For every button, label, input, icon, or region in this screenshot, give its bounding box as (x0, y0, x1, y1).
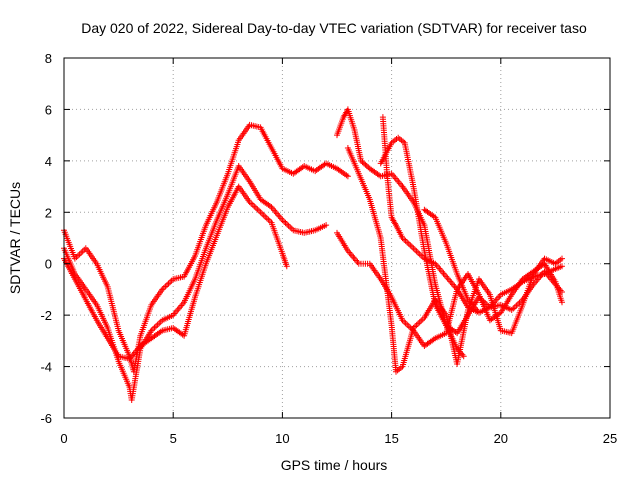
series-track-c (61, 183, 290, 362)
plus-markers (61, 183, 290, 362)
y-tick-label: -4 (40, 360, 52, 375)
y-tick-label: 0 (45, 257, 52, 272)
series-track-g (377, 134, 467, 360)
y-tick-label: 4 (45, 154, 52, 169)
y-tick-label: 2 (45, 205, 52, 220)
series-track-h (379, 114, 482, 316)
series-track-d (334, 106, 565, 337)
x-tick-labels: 0 5 10 15 20 25 (60, 431, 617, 446)
y-tick-label: 6 (45, 102, 52, 117)
x-tick-label: 5 (170, 431, 177, 446)
x-tick-label: 15 (384, 431, 398, 446)
x-tick-label: 10 (275, 431, 289, 446)
plus-markers (334, 106, 565, 337)
y-tick-labels: -6 -4 -2 0 2 4 6 8 (40, 51, 52, 426)
y-axis-label: SDTVAR / TECUs (7, 182, 23, 294)
y-tick-label: -6 (40, 411, 52, 426)
series-track-i (421, 206, 565, 316)
y-tick-label: 8 (45, 51, 52, 66)
axis-ticks (63, 57, 611, 419)
x-axis-label: GPS time / hours (281, 457, 388, 473)
plus-markers (377, 134, 467, 360)
plus-markers (421, 206, 565, 316)
grid (64, 58, 610, 418)
y-tick-label: -2 (40, 308, 52, 323)
x-tick-label: 0 (60, 431, 67, 446)
x-tick-label: 20 (494, 431, 508, 446)
x-tick-label: 25 (603, 431, 617, 446)
data-points (61, 106, 565, 403)
plus-markers (379, 114, 482, 316)
plot-frame (63, 57, 611, 419)
chart-title: Day 020 of 2022, Sidereal Day-to-day VTE… (81, 20, 587, 36)
